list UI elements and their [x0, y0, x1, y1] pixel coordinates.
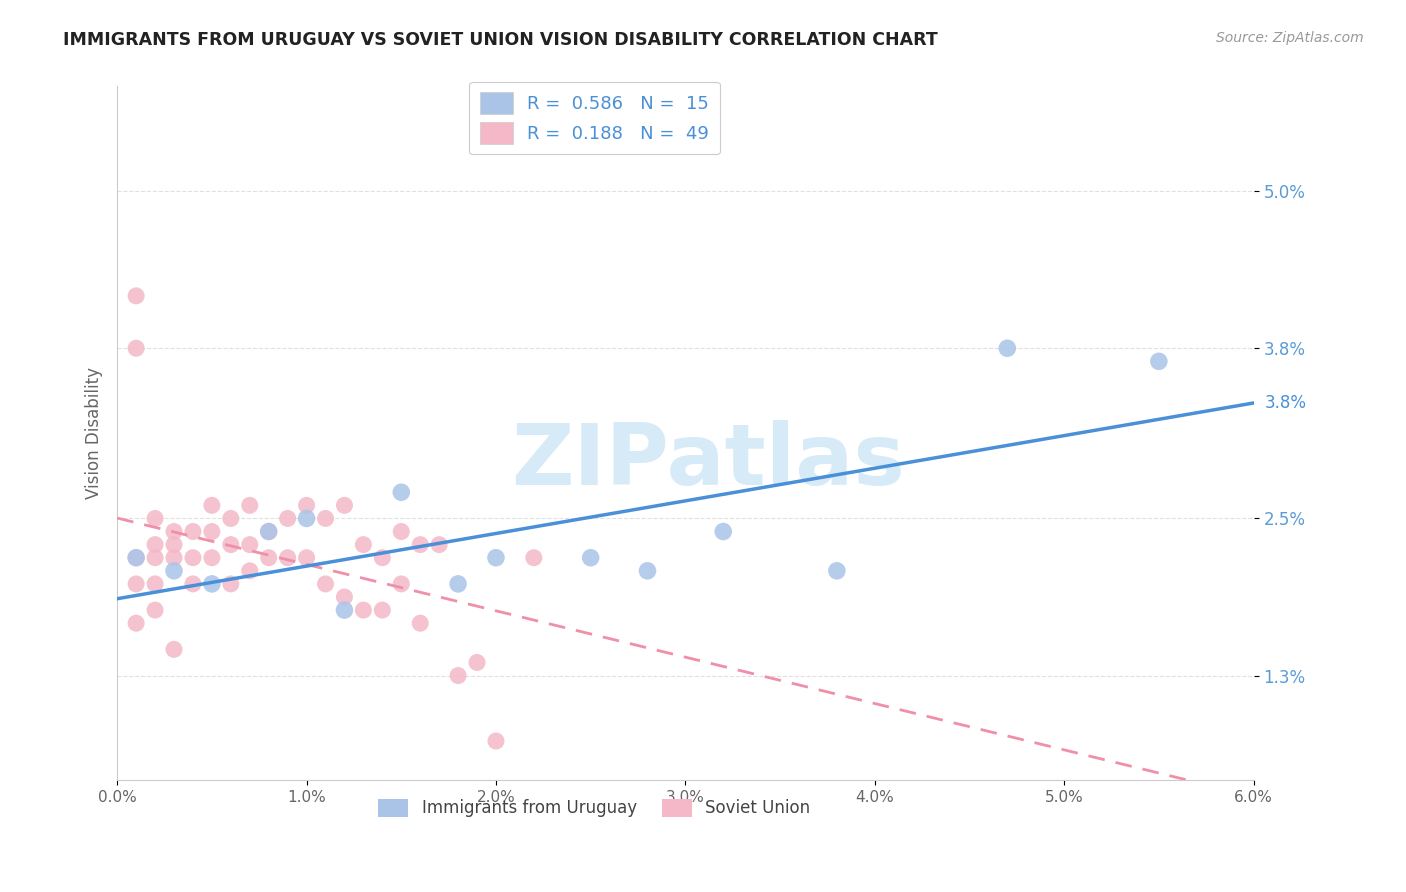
Point	[389, 577, 412, 591]
Point	[163, 564, 186, 578]
Point	[125, 289, 148, 303]
Point	[143, 577, 166, 591]
Point	[163, 524, 186, 539]
Point	[995, 341, 1018, 355]
Point	[333, 603, 356, 617]
Point	[447, 577, 470, 591]
Point	[523, 550, 546, 565]
Point	[295, 550, 318, 565]
Point	[277, 550, 299, 565]
Point	[181, 550, 204, 565]
Point	[257, 524, 280, 539]
Point	[352, 603, 374, 617]
Point	[389, 524, 412, 539]
Point	[637, 564, 659, 578]
Point	[143, 550, 166, 565]
Point	[277, 511, 299, 525]
Y-axis label: Vision Disability: Vision Disability	[86, 368, 103, 500]
Point	[163, 550, 186, 565]
Point	[201, 524, 224, 539]
Point	[143, 511, 166, 525]
Point	[125, 616, 148, 631]
Point	[201, 499, 224, 513]
Text: ZIPatlas: ZIPatlas	[512, 419, 905, 502]
Point	[143, 538, 166, 552]
Point	[371, 603, 394, 617]
Point	[711, 524, 734, 539]
Point	[352, 538, 374, 552]
Point	[201, 550, 224, 565]
Point	[125, 577, 148, 591]
Point	[219, 511, 242, 525]
Text: IMMIGRANTS FROM URUGUAY VS SOVIET UNION VISION DISABILITY CORRELATION CHART: IMMIGRANTS FROM URUGUAY VS SOVIET UNION …	[63, 31, 938, 49]
Point	[163, 642, 186, 657]
Point	[333, 499, 356, 513]
Point	[181, 524, 204, 539]
Point	[409, 538, 432, 552]
Point	[579, 550, 602, 565]
Point	[257, 524, 280, 539]
Point	[409, 616, 432, 631]
Point	[333, 590, 356, 604]
Point	[371, 550, 394, 565]
Point	[219, 577, 242, 591]
Point	[239, 499, 262, 513]
Point	[389, 485, 412, 500]
Point	[125, 341, 148, 355]
Legend: Immigrants from Uruguay, Soviet Union: Immigrants from Uruguay, Soviet Union	[371, 792, 817, 824]
Point	[181, 577, 204, 591]
Point	[295, 511, 318, 525]
Point	[143, 603, 166, 617]
Point	[239, 538, 262, 552]
Point	[315, 511, 337, 525]
Point	[427, 538, 450, 552]
Text: 3.8%: 3.8%	[1264, 394, 1306, 412]
Point	[239, 564, 262, 578]
Point	[825, 564, 848, 578]
Text: Source: ZipAtlas.com: Source: ZipAtlas.com	[1216, 31, 1364, 45]
Point	[125, 550, 148, 565]
Point	[257, 550, 280, 565]
Point	[219, 538, 242, 552]
Point	[465, 656, 488, 670]
Point	[163, 538, 186, 552]
Point	[447, 668, 470, 682]
Point	[201, 577, 224, 591]
Point	[295, 499, 318, 513]
Point	[1147, 354, 1170, 368]
Point	[125, 550, 148, 565]
Point	[315, 577, 337, 591]
Point	[485, 734, 508, 748]
Point	[485, 550, 508, 565]
